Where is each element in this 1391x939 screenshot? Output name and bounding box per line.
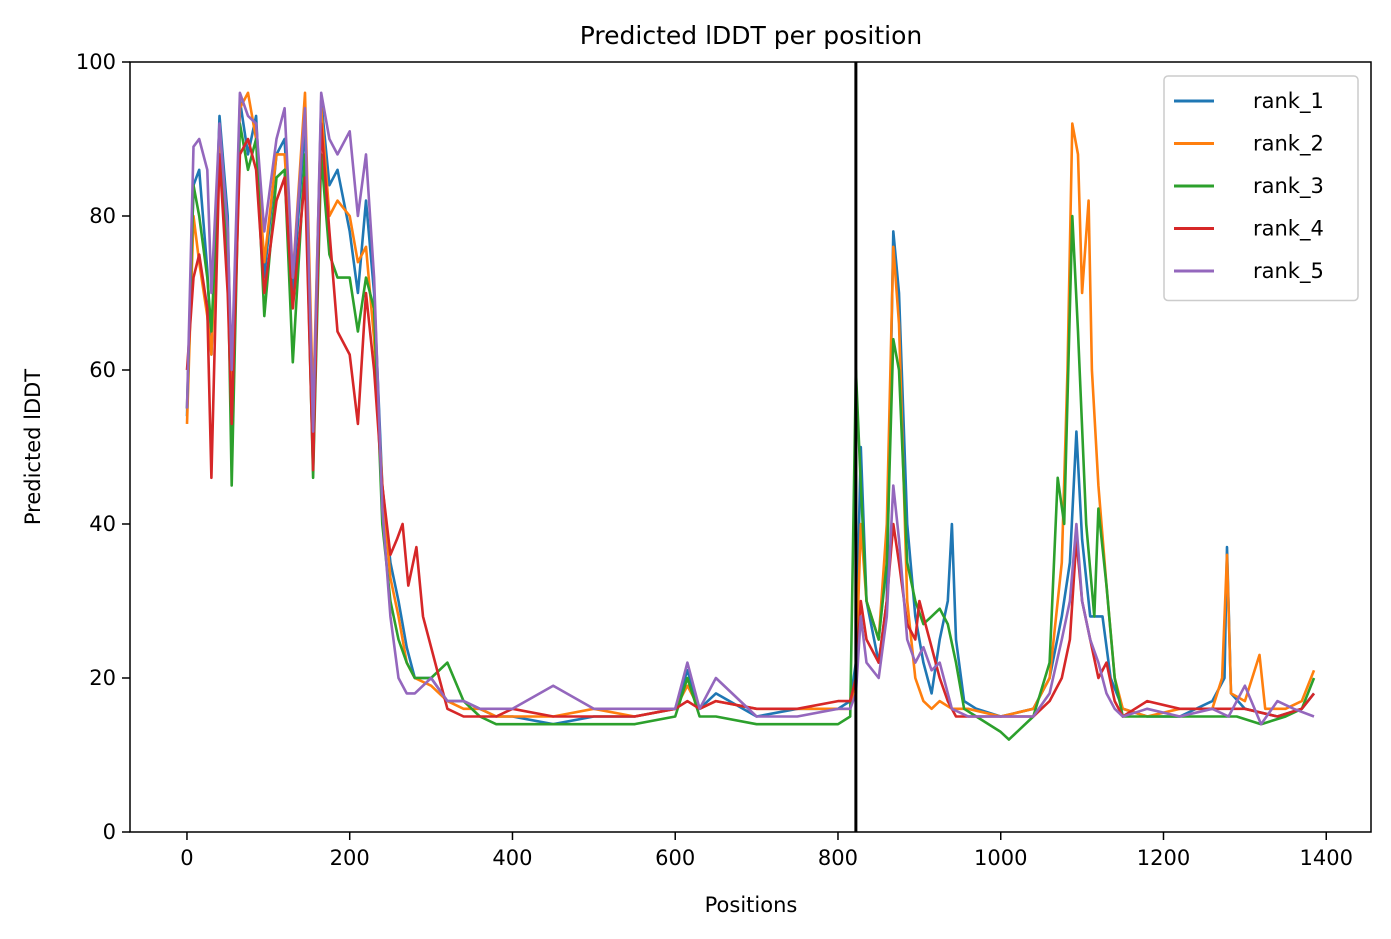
series-layer [185,91,1316,741]
legend-label: rank_3 [1253,174,1324,199]
plot-frame [129,61,1372,833]
chart-title: Predicted lDDT per position [580,21,922,50]
x-tick-label: 1000 [974,846,1027,870]
y-tick-label: 60 [89,358,116,382]
y-axis: 0 20 40 60 80 100 [76,50,130,844]
x-tick-label: 400 [492,846,532,870]
legend-label: rank_5 [1253,259,1324,284]
legend-label: rank_2 [1253,132,1324,157]
x-axis: 0 200 400 600 800 1000 1200 1400 [180,832,1353,870]
x-tick-label: 600 [655,846,695,870]
y-tick-label: 0 [103,820,116,844]
x-tick-label: 800 [818,846,858,870]
x-axis-label: Positions [705,893,798,917]
legend-box [1163,75,1359,302]
y-axis-label: Predicted lDDT [21,369,45,525]
legend-label: rank_4 [1253,217,1324,242]
legend: rank_1 rank_2 rank_3 rank_4 rank_5 [1163,75,1359,302]
x-tick-label: 0 [180,846,193,870]
series-line-rank-5 [185,91,1315,726]
x-tick-label: 200 [330,846,370,870]
series-line-rank-4 [185,122,1316,718]
y-tick-label: 80 [89,204,116,228]
y-tick-label: 40 [89,512,116,536]
y-tick-label: 100 [76,50,116,74]
legend-label: rank_1 [1253,89,1324,114]
x-tick-label: 1400 [1300,846,1353,870]
x-tick-label: 1200 [1137,846,1190,870]
series-line-rank-3 [185,122,1316,741]
y-tick-label: 20 [89,666,116,690]
